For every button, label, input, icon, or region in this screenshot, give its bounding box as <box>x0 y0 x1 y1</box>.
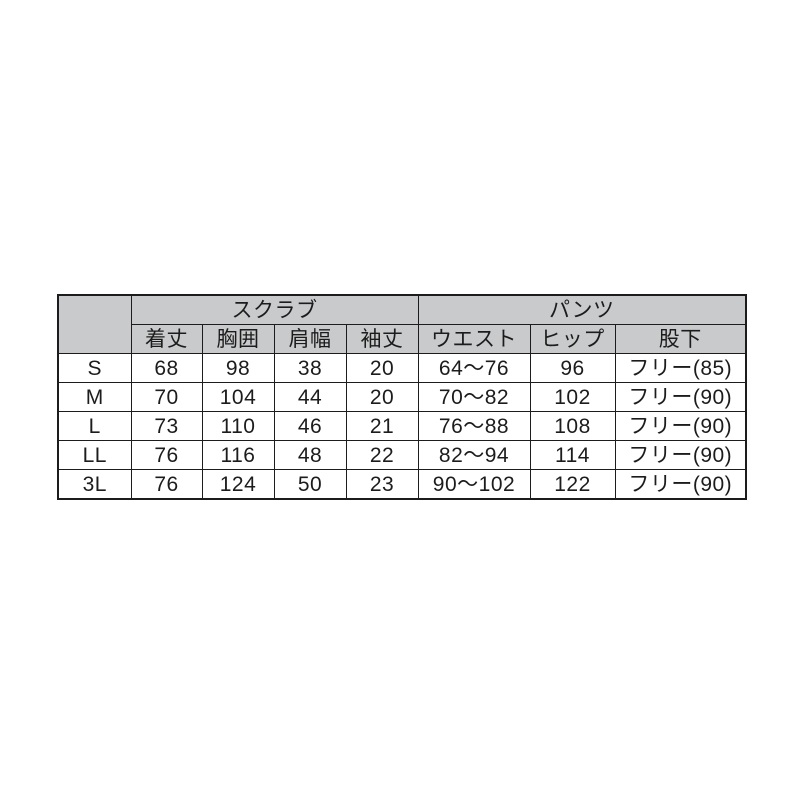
col-header-sleeve: 袖丈 <box>345 324 419 354</box>
cell-inseam: フリー(85) <box>614 353 747 383</box>
group-header-scrub: スクラブ <box>130 294 419 325</box>
column-header-row: 着丈 胸囲 肩幅 袖丈 ウエスト ヒップ 股下 <box>58 324 747 354</box>
size-label: 3L <box>57 469 132 500</box>
cell-sleeve: 22 <box>345 440 419 470</box>
table-row-l: L 73 110 46 21 76〜88 108 フリー(90) <box>57 411 747 441</box>
table-row-3l: 3L 76 124 50 23 90〜102 122 フリー(90) <box>57 469 747 500</box>
size-label: S <box>57 353 132 383</box>
table-row-ll: LL 76 116 48 22 82〜94 114 フリー(90) <box>57 440 747 470</box>
cell-chest: 110 <box>201 411 275 441</box>
size-label: L <box>57 411 132 441</box>
group-header-row: スクラブ パンツ <box>57 294 747 354</box>
cell-body-length: 76 <box>130 440 203 470</box>
cell-hip: 114 <box>529 440 616 470</box>
cell-shoulder: 48 <box>273 440 347 470</box>
cell-shoulder: 38 <box>273 353 347 383</box>
cell-body-length: 68 <box>130 353 203 383</box>
cell-inseam: フリー(90) <box>614 440 747 470</box>
cell-sleeve: 23 <box>345 469 419 500</box>
size-label: LL <box>57 440 132 470</box>
cell-chest: 104 <box>201 382 275 412</box>
col-header-inseam: 股下 <box>614 324 747 354</box>
cell-waist: 82〜94 <box>417 440 531 470</box>
cell-chest: 124 <box>201 469 275 500</box>
cell-hip: 108 <box>529 411 616 441</box>
cell-hip: 102 <box>529 382 616 412</box>
col-header-hip: ヒップ <box>529 324 616 354</box>
col-header-waist: ウエスト <box>417 324 531 354</box>
corner-cell <box>57 294 132 354</box>
cell-waist: 76〜88 <box>417 411 531 441</box>
table-row-s: S 68 98 38 20 64〜76 96 フリー(85) <box>57 353 747 383</box>
cell-chest: 98 <box>201 353 275 383</box>
cell-sleeve: 21 <box>345 411 419 441</box>
size-label: M <box>57 382 132 412</box>
cell-inseam: フリー(90) <box>614 382 747 412</box>
cell-shoulder: 44 <box>273 382 347 412</box>
cell-waist: 70〜82 <box>417 382 531 412</box>
size-spec-table: スクラブ パンツ 着丈 胸囲 肩幅 袖丈 ウエスト ヒップ 股下 S 68 98… <box>57 294 748 500</box>
table-row-m: M 70 104 44 20 70〜82 102 フリー(90) <box>57 382 747 412</box>
cell-shoulder: 46 <box>273 411 347 441</box>
cell-sleeve: 20 <box>345 382 419 412</box>
col-header-shoulder: 肩幅 <box>273 324 347 354</box>
cell-sleeve: 20 <box>345 353 419 383</box>
col-header-body-length: 着丈 <box>130 324 203 354</box>
col-header-chest: 胸囲 <box>201 324 275 354</box>
cell-inseam: フリー(90) <box>614 411 747 441</box>
group-header-pants: パンツ <box>417 294 747 325</box>
cell-body-length: 73 <box>130 411 203 441</box>
cell-waist: 90〜102 <box>417 469 531 500</box>
cell-hip: 122 <box>529 469 616 500</box>
cell-shoulder: 50 <box>273 469 347 500</box>
cell-body-length: 76 <box>130 469 203 500</box>
cell-hip: 96 <box>529 353 616 383</box>
cell-body-length: 70 <box>130 382 203 412</box>
cell-waist: 64〜76 <box>417 353 531 383</box>
cell-inseam: フリー(90) <box>614 469 747 500</box>
cell-chest: 116 <box>201 440 275 470</box>
